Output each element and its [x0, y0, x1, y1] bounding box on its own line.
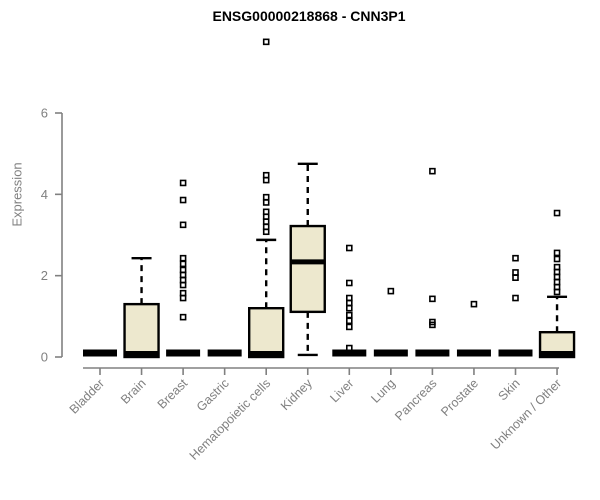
y-axis-tick-label: 4	[41, 187, 48, 202]
outlier-point	[179, 196, 187, 204]
box	[289, 224, 326, 314]
flat-box	[83, 349, 117, 357]
outlier-point	[262, 228, 270, 236]
flat-box	[332, 349, 367, 357]
outlier-point	[429, 295, 436, 303]
x-axis-label: Lung	[368, 376, 398, 406]
outlier-point	[179, 271, 187, 279]
outlier-point	[179, 313, 187, 321]
outlier-point	[179, 281, 187, 289]
outlier-point	[262, 199, 270, 206]
box	[247, 307, 285, 359]
outlier-point	[345, 344, 353, 352]
outlier-point	[512, 274, 519, 282]
outlier-point	[345, 317, 353, 325]
y-axis-label: Expression	[9, 162, 25, 227]
outlier-point	[179, 260, 187, 268]
outlier-point	[553, 255, 561, 263]
outlier-point	[262, 193, 270, 201]
x-axis-label: Kidney	[278, 376, 315, 413]
outlier-point	[262, 218, 270, 225]
outlier-point	[387, 287, 395, 295]
outlier-point	[345, 323, 353, 331]
outlier-point	[512, 269, 519, 276]
outlier-point	[179, 254, 187, 262]
y-axis-tick-label: 6	[41, 106, 48, 121]
outlier-point	[512, 294, 519, 302]
y-axis-tick-label: 0	[41, 350, 48, 365]
box	[123, 302, 160, 359]
x-axis-label: Brain	[118, 376, 149, 407]
outlier-point	[470, 300, 478, 308]
outlier-point	[179, 221, 187, 229]
chart-title: ENSG00000218868 - CNN3P1	[212, 8, 406, 24]
x-axis-label: Liver	[327, 376, 356, 405]
outlier-point	[345, 244, 353, 252]
outlier-point	[429, 321, 436, 329]
outlier-point	[262, 176, 270, 184]
x-axis-label: Gastric	[194, 376, 232, 414]
outlier-point	[179, 179, 187, 187]
outlier-point	[262, 38, 270, 46]
x-axis-label: Unknown / Other	[488, 376, 564, 452]
outlier-point	[553, 209, 561, 217]
outlier-point	[553, 273, 561, 281]
flat-box	[456, 349, 491, 357]
outlier-point	[512, 254, 519, 262]
x-axis-label: Prostate	[438, 376, 481, 419]
x-axis-label: Breast	[155, 376, 191, 412]
outlier-point	[179, 294, 187, 302]
flat-box	[498, 349, 533, 357]
flat-box	[166, 349, 201, 357]
y-axis-tick-label: 2	[41, 268, 48, 283]
outlier-point	[345, 311, 353, 319]
x-axis-label: Pancreas	[392, 376, 439, 423]
outlier-point	[553, 288, 561, 296]
x-axis-label: Bladder	[67, 376, 107, 416]
outlier-point	[345, 304, 353, 312]
outlier-point	[429, 167, 436, 175]
outlier-point	[345, 279, 353, 287]
outlier-point	[553, 249, 561, 257]
flat-box	[373, 349, 408, 357]
x-axis-label: Skin	[496, 376, 523, 403]
x-axis-label: Hematopoietic cells	[187, 376, 274, 463]
flat-box	[415, 349, 450, 357]
outlier-point	[345, 299, 353, 307]
flat-box	[207, 349, 242, 357]
